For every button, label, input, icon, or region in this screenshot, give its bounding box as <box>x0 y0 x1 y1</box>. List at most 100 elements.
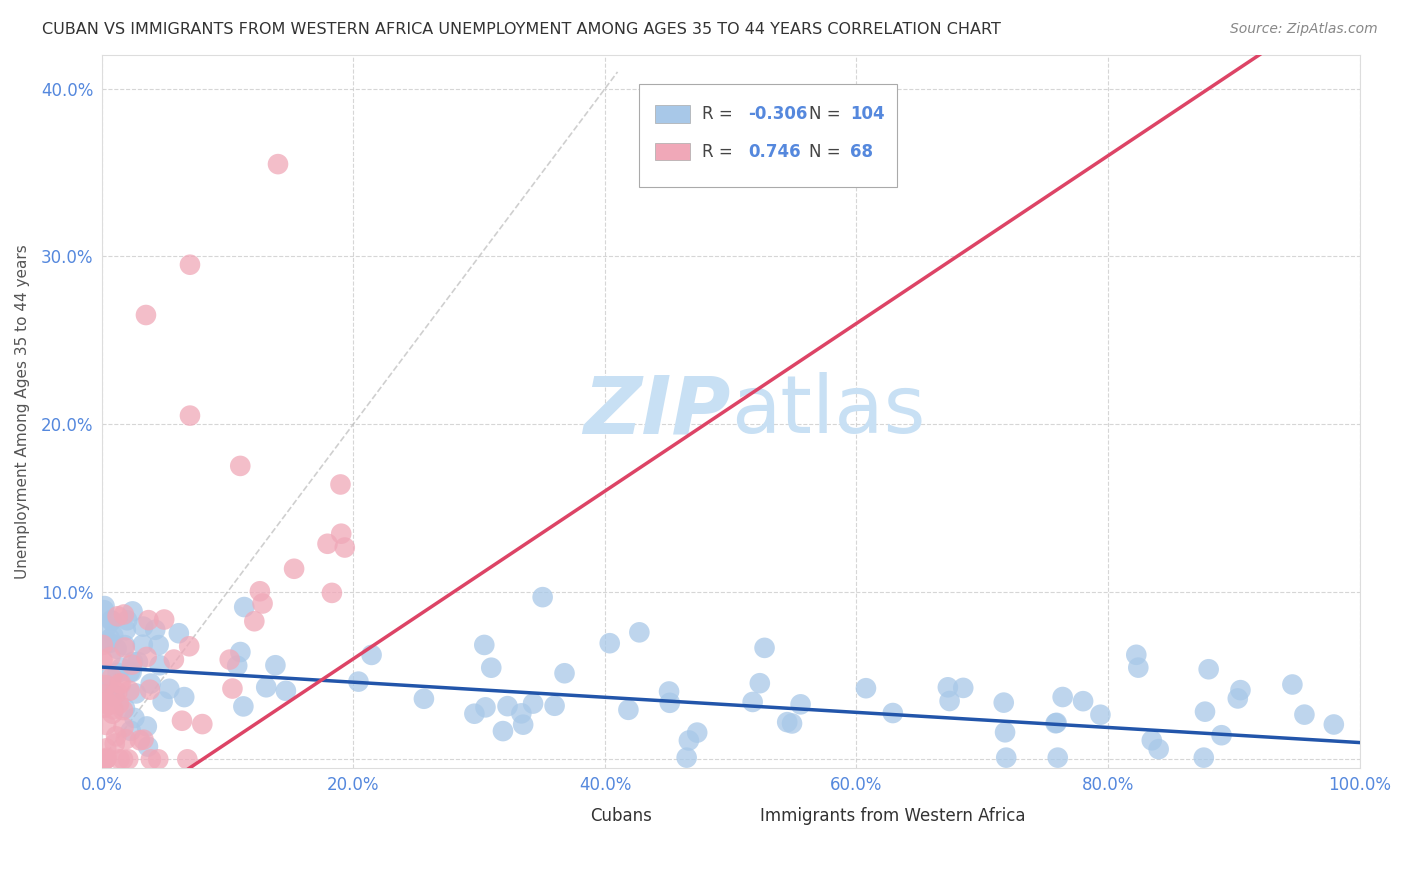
Point <box>179 640 201 654</box>
Point <box>226 658 249 673</box>
Point <box>107 665 129 680</box>
Point <box>993 696 1015 710</box>
Point <box>101 671 124 685</box>
Point <box>114 701 136 715</box>
Point <box>97 698 120 712</box>
Text: R =: R = <box>702 143 738 161</box>
Point <box>274 683 297 698</box>
Point <box>98 650 121 665</box>
Point <box>138 613 160 627</box>
Text: Source: ZipAtlas.com: Source: ZipAtlas.com <box>1230 22 1378 37</box>
Point <box>243 614 266 628</box>
Point <box>267 157 290 171</box>
Point <box>754 640 776 655</box>
Point <box>139 752 162 766</box>
Point <box>170 714 193 728</box>
Point <box>105 730 128 744</box>
Point <box>98 632 121 646</box>
Point <box>91 653 114 667</box>
Point <box>152 695 174 709</box>
Point <box>994 725 1017 739</box>
Point <box>101 689 124 703</box>
Point <box>108 752 131 766</box>
Point <box>94 680 117 694</box>
Text: -0.306: -0.306 <box>748 105 807 123</box>
Point <box>112 703 135 717</box>
Point <box>94 752 117 766</box>
Point <box>101 614 124 628</box>
Text: R =: R = <box>702 105 738 123</box>
Text: CUBAN VS IMMIGRANTS FROM WESTERN AFRICA UNEMPLOYMENT AMONG AGES 35 TO 44 YEARS C: CUBAN VS IMMIGRANTS FROM WESTERN AFRICA … <box>42 22 1001 37</box>
Point <box>91 638 114 652</box>
Point <box>91 752 114 766</box>
Point <box>675 750 697 764</box>
Point <box>115 613 138 627</box>
Point <box>114 638 136 652</box>
Point <box>132 732 155 747</box>
Point <box>658 684 681 698</box>
Point <box>153 613 176 627</box>
Point <box>96 741 118 756</box>
Point <box>97 635 120 649</box>
Point <box>741 695 763 709</box>
Point <box>1140 733 1163 747</box>
Point <box>316 537 339 551</box>
Point <box>101 689 124 703</box>
Point <box>97 680 120 694</box>
Point <box>105 641 128 656</box>
Point <box>121 665 143 680</box>
Point <box>125 686 148 700</box>
Point <box>124 711 146 725</box>
Point <box>94 718 117 732</box>
Point <box>148 638 170 652</box>
Point <box>127 655 149 669</box>
Point <box>1090 707 1112 722</box>
Point <box>1071 694 1094 708</box>
Point <box>347 674 370 689</box>
Point <box>105 685 128 699</box>
Point <box>101 706 124 721</box>
Point <box>149 658 172 673</box>
Point <box>103 702 125 716</box>
Point <box>492 724 515 739</box>
FancyBboxPatch shape <box>638 84 897 187</box>
Text: 0.746: 0.746 <box>748 143 801 161</box>
Point <box>104 688 127 702</box>
Point <box>120 723 142 738</box>
Point <box>1229 683 1251 698</box>
Point <box>135 649 157 664</box>
Point <box>118 665 141 679</box>
Point <box>108 676 131 690</box>
Point <box>96 751 118 765</box>
Point <box>167 626 190 640</box>
Point <box>1046 750 1069 764</box>
Point <box>264 658 287 673</box>
Point <box>91 752 114 766</box>
Point <box>221 681 243 696</box>
Point <box>136 739 159 754</box>
Point <box>218 652 240 666</box>
Point <box>132 638 155 652</box>
Point <box>163 652 186 666</box>
Point <box>254 680 277 694</box>
Point <box>1192 750 1215 764</box>
Text: atlas: atlas <box>731 373 925 450</box>
Point <box>522 697 544 711</box>
Point <box>543 698 565 713</box>
Point <box>112 607 135 622</box>
Point <box>252 597 274 611</box>
Point <box>617 703 640 717</box>
Point <box>599 636 621 650</box>
Point <box>191 717 214 731</box>
Point <box>229 645 252 659</box>
Point <box>110 661 132 675</box>
Point <box>855 681 877 696</box>
Y-axis label: Unemployment Among Ages 35 to 44 years: Unemployment Among Ages 35 to 44 years <box>15 244 30 579</box>
Text: 68: 68 <box>851 143 873 161</box>
Point <box>157 681 180 696</box>
Point <box>143 623 166 637</box>
Point <box>93 687 115 701</box>
Point <box>93 752 115 766</box>
Point <box>96 619 118 633</box>
Point <box>114 640 136 655</box>
